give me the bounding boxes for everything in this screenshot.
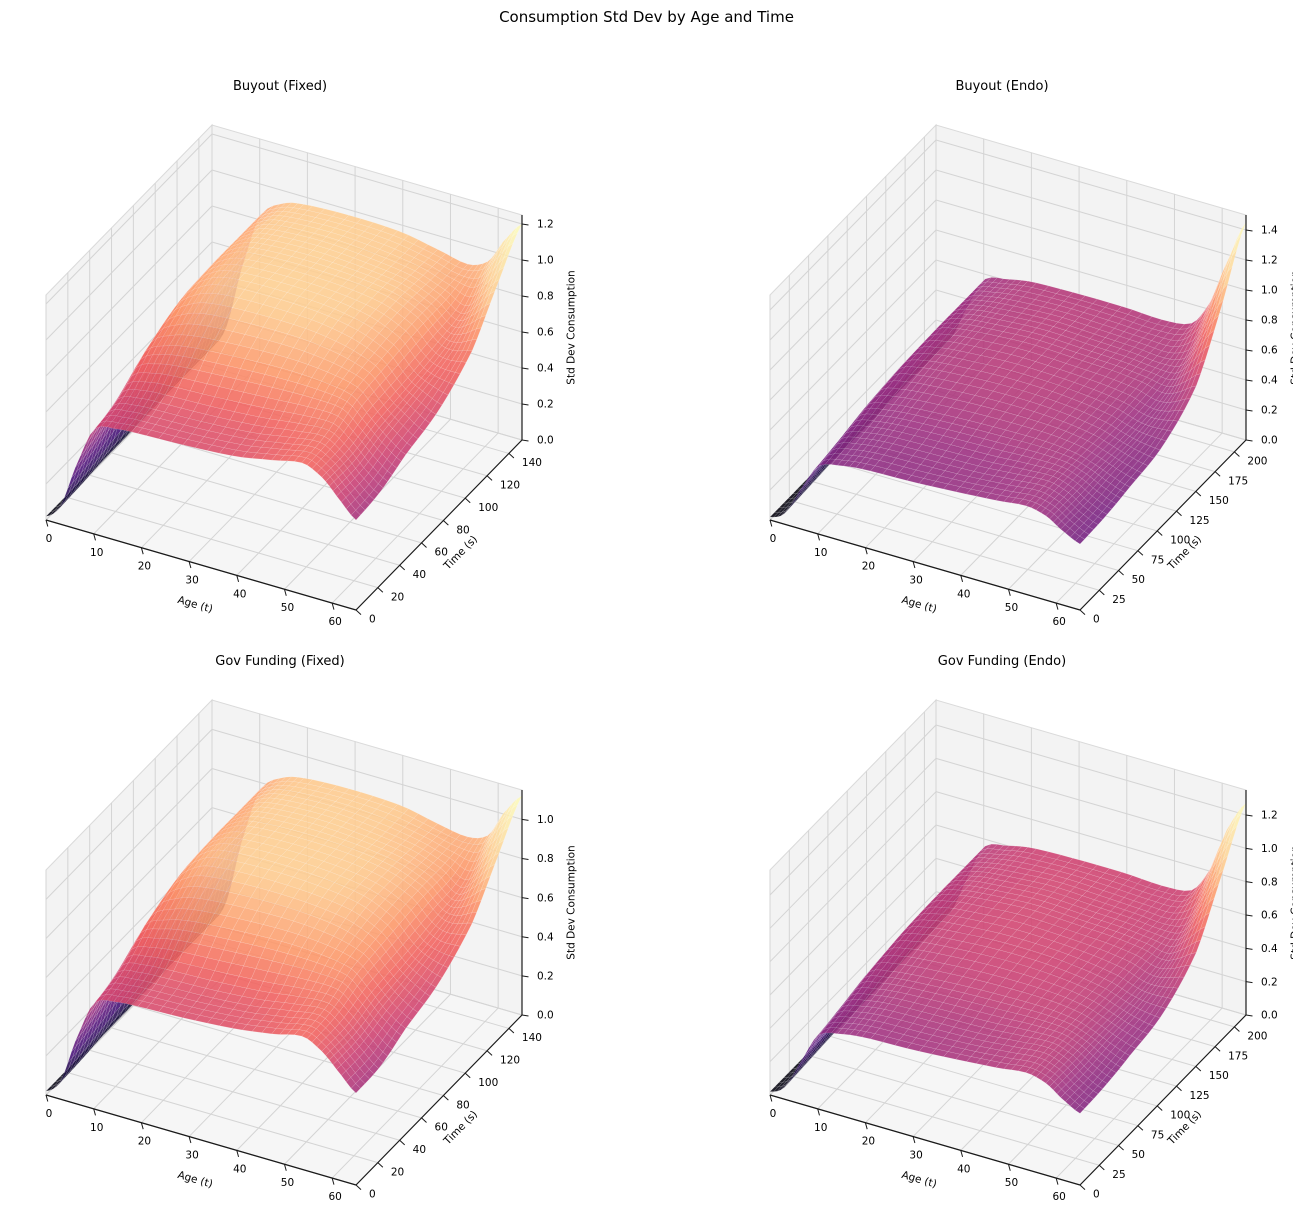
surface-plot-gov-funding-endo [646, 680, 1293, 1229]
surface-plot-gov-funding-fixed [0, 680, 647, 1229]
surface-plot-buyout-fixed [0, 105, 647, 680]
subplot-title-buyout-fixed: Buyout (Fixed) [232, 79, 328, 94]
figure-title: Consumption Std Dev by Age and Time [499, 8, 794, 26]
subplot-title-buyout-endo: Buyout (Endo) [955, 79, 1049, 94]
surface-plot-buyout-endo [646, 105, 1293, 680]
